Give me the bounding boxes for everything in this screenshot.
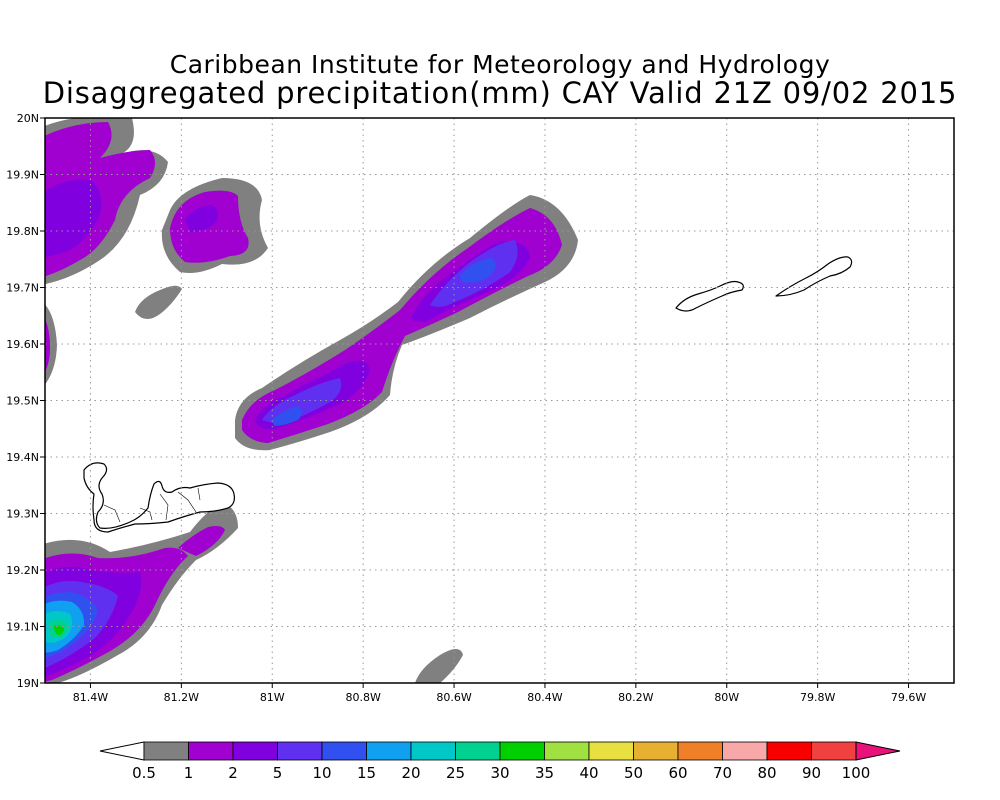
district-boundaries (103, 487, 201, 523)
precip-cell-se-finger (178, 526, 225, 556)
colorbar-swatch (633, 741, 679, 761)
x-tick-label: 81.2W (164, 691, 199, 704)
y-tick-label: 19.3N (6, 508, 39, 521)
precip-cell-small-grey (135, 285, 182, 320)
colorbar-label: 35 (535, 764, 554, 782)
colorbar-label: 100 (842, 764, 871, 782)
precipitation-field (45, 118, 578, 683)
colorbar-label: 0.5 (132, 764, 156, 782)
x-tick-label: 80.8W (345, 691, 380, 704)
colorbar-label: 20 (401, 764, 420, 782)
x-tick-label: 79.8W (800, 691, 835, 704)
institute-title: Caribbean Institute for Meteorology and … (169, 50, 831, 79)
y-tick-label: 19.2N (6, 564, 39, 577)
plot-frame (44, 117, 955, 684)
y-tick-label: 19.9N (6, 169, 39, 182)
y-tick-label: 19.4N (6, 451, 39, 464)
colorbar-swatch (188, 741, 234, 761)
colorbar-label: 25 (446, 764, 465, 782)
y-tick-label: 19.8N (6, 225, 39, 238)
colorbar-swatch (811, 741, 857, 761)
colorbar-label: 90 (802, 764, 821, 782)
x-tick-label: 81.4W (73, 691, 108, 704)
colorbar-label: 2 (228, 764, 238, 782)
colorbar-label: 70 (713, 764, 732, 782)
y-tick-label: 19.1N (6, 621, 39, 634)
map-title: Disaggregated precipitation(mm) CAY Vali… (42, 76, 958, 110)
precip-core-nw (45, 179, 102, 258)
colorbar-swatch (455, 741, 501, 761)
y-tick-label: 19N (17, 677, 39, 690)
y-tick-label: 19.5N (6, 395, 39, 408)
colorbar-swatch (410, 741, 456, 761)
y-tick-label: 19.6N (6, 338, 39, 351)
y-tick-label: 19.7N (6, 282, 39, 295)
colorbar-label: 5 (273, 764, 283, 782)
longitude-ticks: 81.4W 81.2W 81W 80.8W 80.6W 80.4W 80.2W 80W 79.8… (73, 683, 926, 704)
colorbar-swatch (588, 741, 634, 761)
colorbar-swatch (499, 741, 545, 761)
y-tick-label: 20N (17, 112, 39, 125)
precip-core-band-sw-10 (272, 406, 302, 426)
colorbar-label: 80 (757, 764, 776, 782)
precip-core-band-ne-10 (460, 258, 496, 283)
colorbar-swatch (677, 741, 723, 761)
colorbar-legend: 0.5 1 2 5 10 15 20 25 30 35 40 50 60 70 80 90 100 (99, 741, 901, 782)
x-tick-label: 80.6W (436, 691, 471, 704)
island-cayman-brac (775, 256, 853, 297)
colorbar-label: 1 (184, 764, 194, 782)
x-tick-label: 80W (714, 691, 739, 704)
colorbar-label: 15 (357, 764, 376, 782)
precip-cell-west-edge-inner (45, 319, 50, 373)
x-tick-label: 80.4W (527, 691, 562, 704)
colorbar-swatch (544, 741, 590, 761)
colorbar-label: 40 (579, 764, 598, 782)
colorbar-under-arrow (99, 741, 145, 761)
precip-core-n (185, 205, 218, 232)
colorbar-swatch (722, 741, 768, 761)
graticule (45, 118, 954, 683)
colorbar-swatch (366, 741, 412, 761)
precip-core-sw-30 (54, 625, 64, 635)
colorbar-swatch (766, 741, 812, 761)
colorbar-over-arrow (855, 741, 901, 761)
colorbar-label: 30 (490, 764, 509, 782)
x-tick-label: 81W (260, 691, 285, 704)
colorbar-label: 50 (624, 764, 643, 782)
colorbar-swatch (143, 741, 189, 761)
colorbar-swatch (232, 741, 278, 761)
colorbar-label: 60 (668, 764, 687, 782)
colorbar-label: 10 (312, 764, 331, 782)
colorbar-swatch (321, 741, 367, 761)
precip-cell-south-grey (415, 649, 463, 683)
latitude-ticks: 19N 19.1N 19.2N 19.3N 19.4N 19.5N 19.6N 19.7N 19… (6, 112, 45, 690)
x-tick-label: 79.6W (891, 691, 926, 704)
x-tick-label: 80.2W (618, 691, 653, 704)
colorbar-swatch (277, 741, 323, 761)
